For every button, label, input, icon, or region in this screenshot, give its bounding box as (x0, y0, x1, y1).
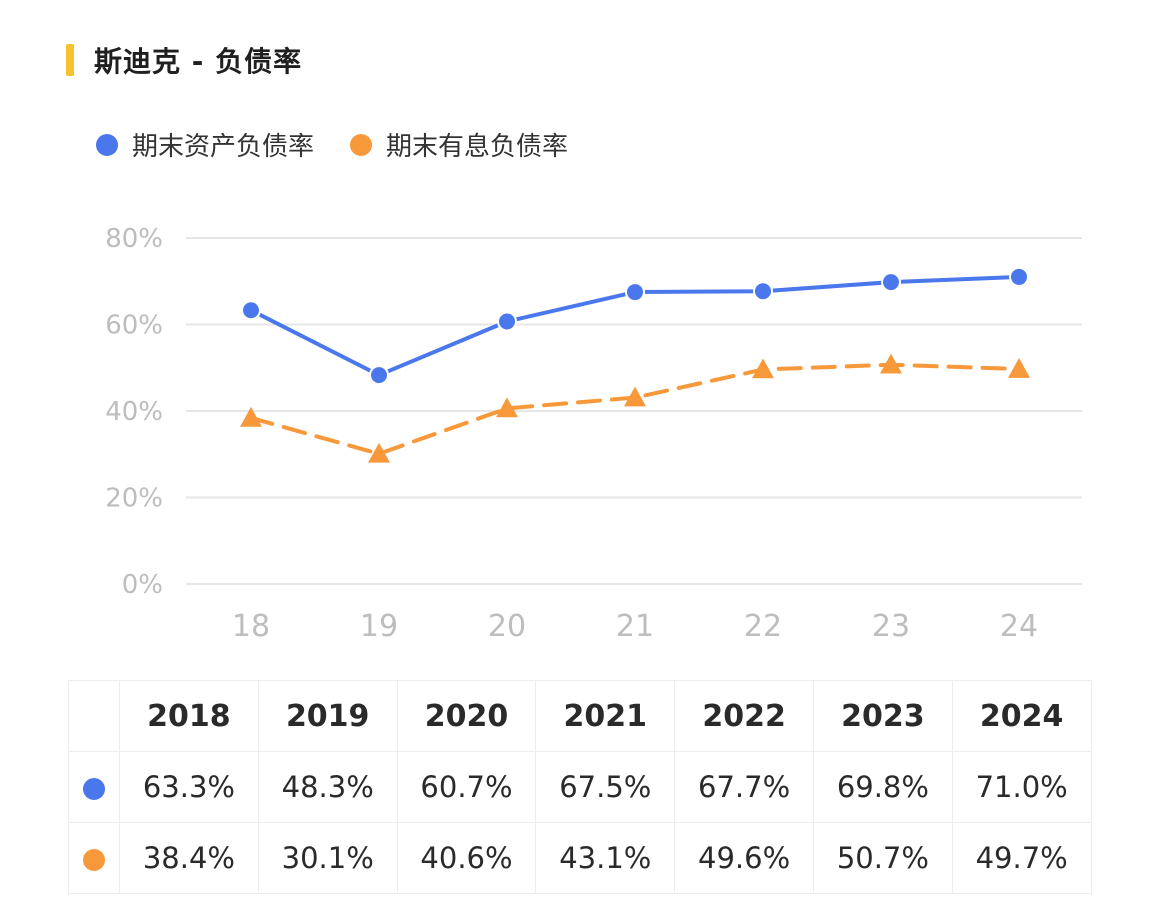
chart-legend: 期末资产负债率 期末有息负债率 (96, 126, 604, 163)
data-point-circle (241, 300, 261, 321)
data-point-triangle (880, 353, 902, 374)
table-cell: 71.0% (951, 751, 1092, 823)
page-title: 斯迪克 - 负债率 (94, 45, 303, 78)
table-header-cell: 2023 (812, 680, 953, 752)
legend-label: 期末资产负债率 (132, 132, 315, 162)
table-cell: 67.5% (535, 751, 676, 823)
data-point-triangle (752, 358, 774, 379)
legend-label: 期末有息负债率 (386, 132, 569, 162)
x-tick-label: 24 (1000, 609, 1038, 644)
table-row-asset-ratio: 63.3% 48.3% 60.7% 67.5% 67.7% 69.8% 71.0… (68, 751, 1092, 823)
table-header-cell: 2022 (674, 680, 814, 752)
legend-dot-blue (96, 133, 118, 156)
row-marker-cell (68, 822, 120, 894)
data-point-triangle (624, 386, 646, 407)
table-cell: 48.3% (257, 751, 398, 823)
data-point-circle (753, 281, 773, 302)
table-header-cell: 2021 (535, 680, 676, 752)
legend-dot-orange (350, 133, 373, 156)
table-cell: 30.1% (257, 822, 398, 894)
series-line-interest-ratio (249, 362, 1021, 456)
y-tick-label: 20% (105, 484, 163, 514)
table-header-cell: 2018 (119, 680, 259, 752)
title-accent-bar (66, 44, 74, 76)
table-header-row: 2018 2019 2020 2021 2022 2023 2024 (68, 680, 1092, 752)
table-header-cell: 2024 (951, 680, 1092, 752)
table-cell: 67.7% (674, 751, 814, 823)
data-point-triangle (368, 442, 390, 463)
table-cell: 43.1% (535, 822, 676, 894)
table-cell: 63.3% (119, 751, 259, 823)
x-tick-label: 18 (232, 609, 270, 644)
chart-header: 斯迪克 - 负债率 (66, 38, 302, 82)
data-table: 2018 2019 2020 2021 2022 2023 2024 63.3%… (68, 680, 1092, 894)
y-tick-label: 0% (122, 570, 163, 600)
table-cell: 49.6% (674, 822, 814, 894)
table-cell: 38.4% (119, 822, 259, 894)
y-tick-label: 60% (105, 311, 163, 341)
data-point-triangle (496, 397, 518, 418)
legend-item-asset-ratio[interactable]: 期末资产负债率 (96, 126, 314, 163)
data-point-triangle (240, 406, 262, 427)
table-corner-cell (68, 680, 120, 752)
x-tick-label: 19 (360, 609, 398, 644)
y-tick-label: 40% (105, 397, 163, 427)
y-tick-label: 80% (105, 224, 163, 254)
table-cell: 69.8% (812, 751, 953, 823)
row-marker-cell (68, 751, 120, 823)
row-dot-blue (83, 778, 105, 800)
data-point-circle (881, 272, 901, 293)
table-header-cell: 2020 (396, 680, 537, 752)
line-chart: 0% 20% 40% 60% 80% 18 19 20 21 22 23 24 (105, 224, 1082, 644)
data-point-circle (497, 311, 517, 332)
table-header-cell: 2019 (257, 680, 398, 752)
table-cell: 50.7% (812, 822, 953, 894)
x-tick-label: 22 (744, 609, 782, 644)
table-cell: 60.7% (396, 751, 537, 823)
x-tick-label: 20 (488, 609, 526, 644)
x-tick-label: 21 (616, 609, 654, 644)
data-point-circle (369, 365, 389, 386)
table-row-interest-ratio: 38.4% 30.1% 40.6% 43.1% 49.6% 50.7% 49.7… (68, 822, 1092, 894)
row-dot-orange (83, 849, 105, 871)
data-point-triangle (1008, 358, 1030, 378)
data-point-circle (625, 282, 645, 303)
data-point-circle (1009, 266, 1029, 287)
table-cell: 40.6% (396, 822, 537, 894)
legend-item-interest-ratio[interactable]: 期末有息负债率 (350, 126, 568, 163)
x-tick-label: 23 (872, 609, 910, 644)
table-cell: 49.7% (951, 822, 1092, 894)
